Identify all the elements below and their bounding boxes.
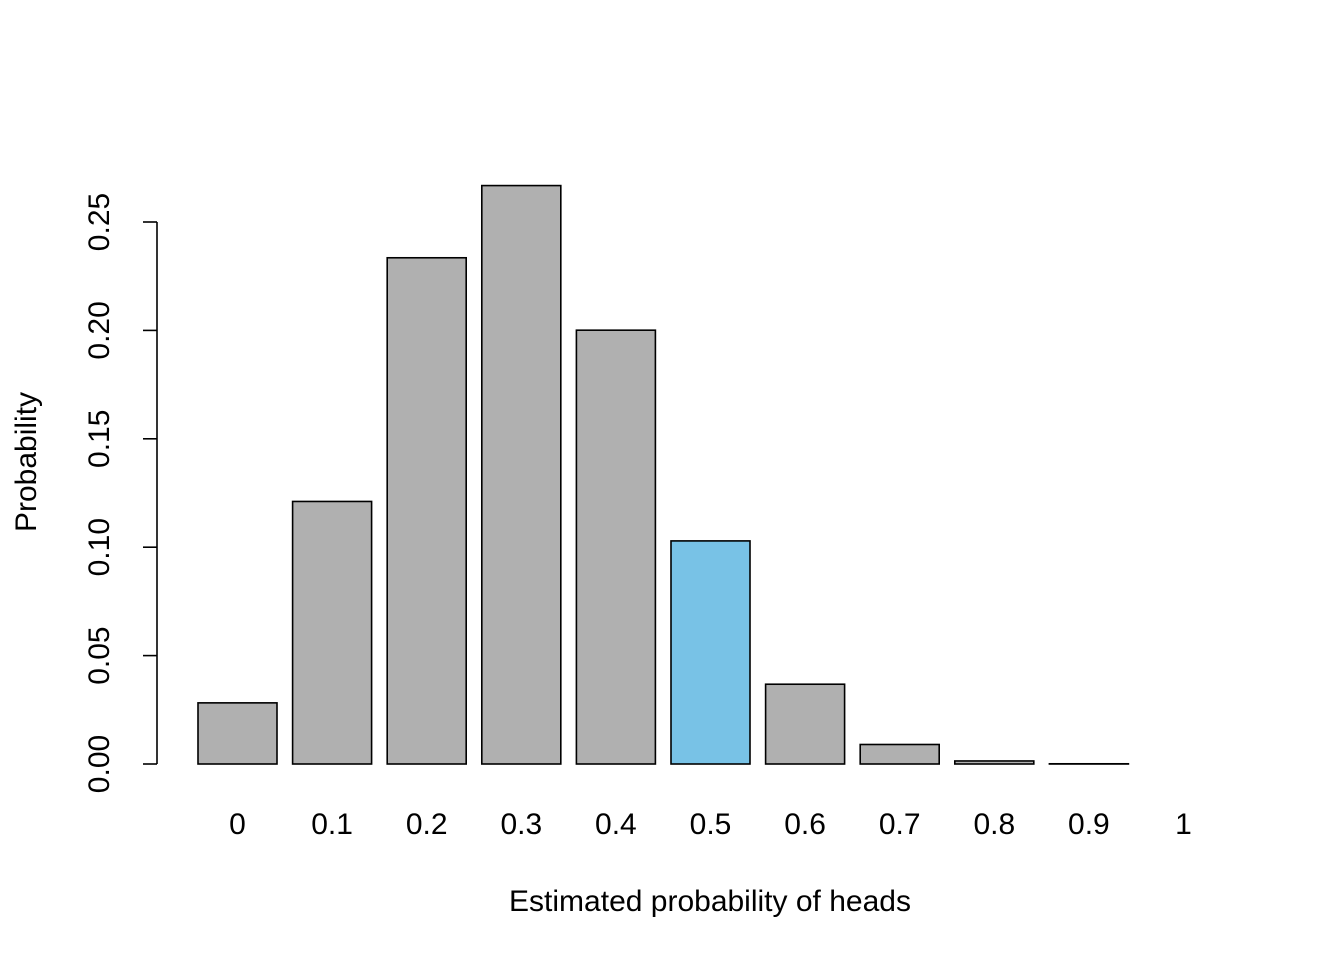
x-tick-label: 0.1 — [311, 808, 353, 841]
x-tick-label: 0.4 — [595, 808, 637, 841]
y-tick-label: 0.15 — [83, 410, 116, 468]
y-tick-label: 0.25 — [83, 193, 116, 251]
y-tick-label: 0.20 — [83, 301, 116, 359]
y-axis-title: Probability — [10, 392, 43, 532]
bar-0.7 — [859, 743, 941, 765]
bar-0.4 — [575, 329, 657, 765]
x-tick-label: 0.8 — [973, 808, 1015, 841]
bar-0.8 — [953, 760, 1035, 765]
y-tick-label: 0.00 — [83, 735, 116, 793]
x-axis-title: Estimated probability of heads — [509, 885, 911, 918]
bar-0.2 — [386, 256, 468, 765]
y-tick-label: 0.05 — [83, 626, 116, 684]
x-tick-label: 0.5 — [690, 808, 732, 841]
bar-0.6 — [764, 683, 846, 765]
bar-0 — [197, 702, 278, 765]
x-tick-label: 0.6 — [784, 808, 826, 841]
y-axis: 0.00 0.05 0.10 0.15 0.20 0.25 — [83, 193, 158, 793]
x-tick-labels: 0 0.1 0.2 0.3 0.4 0.5 0.6 0.7 0.8 0.9 1 — [229, 808, 1192, 841]
bar-0.3 — [480, 184, 562, 765]
y-ticks: 0.00 0.05 0.10 0.15 0.20 0.25 — [83, 193, 157, 793]
x-tick-label: 1 — [1175, 808, 1192, 841]
x-tick-label: 0.7 — [879, 808, 921, 841]
y-tick-label: 0.10 — [83, 518, 116, 576]
x-tick-label: 0.3 — [500, 808, 542, 841]
bar-0.5 — [670, 540, 751, 765]
x-tick-label: 0.9 — [1068, 808, 1110, 841]
bars — [197, 184, 1130, 765]
x-tick-label: 0.2 — [406, 808, 448, 841]
x-tick-label: 0 — [229, 808, 246, 841]
bar-0.1 — [291, 500, 373, 765]
